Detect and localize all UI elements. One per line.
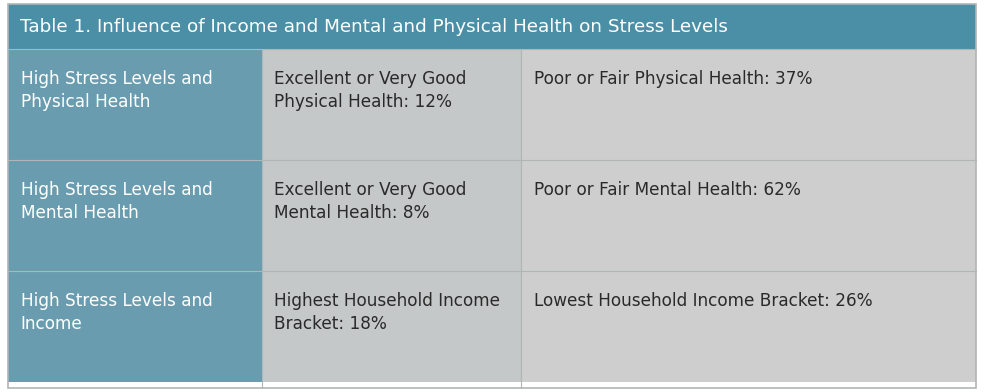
Text: High Stress Levels and
Physical Health: High Stress Levels and Physical Health (21, 71, 213, 111)
Bar (262, 49, 522, 160)
Bar (522, 271, 976, 382)
Text: Lowest Household Income Bracket: 26%: Lowest Household Income Bracket: 26% (534, 292, 873, 310)
Text: High Stress Levels and
Income: High Stress Levels and Income (21, 292, 213, 333)
Bar (522, 49, 976, 160)
Text: High Stress Levels and
Mental Health: High Stress Levels and Mental Health (21, 181, 213, 222)
Bar (8, 49, 262, 160)
Bar (262, 160, 522, 271)
Text: Excellent or Very Good
Mental Health: 8%: Excellent or Very Good Mental Health: 8% (275, 181, 466, 222)
Bar (522, 160, 976, 271)
Text: Table 1. Influence of Income and Mental and Physical Health on Stress Levels: Table 1. Influence of Income and Mental … (20, 18, 727, 36)
Bar (8, 4, 976, 49)
Text: Poor or Fair Mental Health: 62%: Poor or Fair Mental Health: 62% (534, 181, 801, 199)
Text: Highest Household Income
Bracket: 18%: Highest Household Income Bracket: 18% (275, 292, 500, 333)
Bar (8, 160, 262, 271)
Text: Excellent or Very Good
Physical Health: 12%: Excellent or Very Good Physical Health: … (275, 71, 466, 111)
Bar (8, 271, 262, 382)
Bar (262, 271, 522, 382)
Text: Poor or Fair Physical Health: 37%: Poor or Fair Physical Health: 37% (534, 71, 813, 88)
